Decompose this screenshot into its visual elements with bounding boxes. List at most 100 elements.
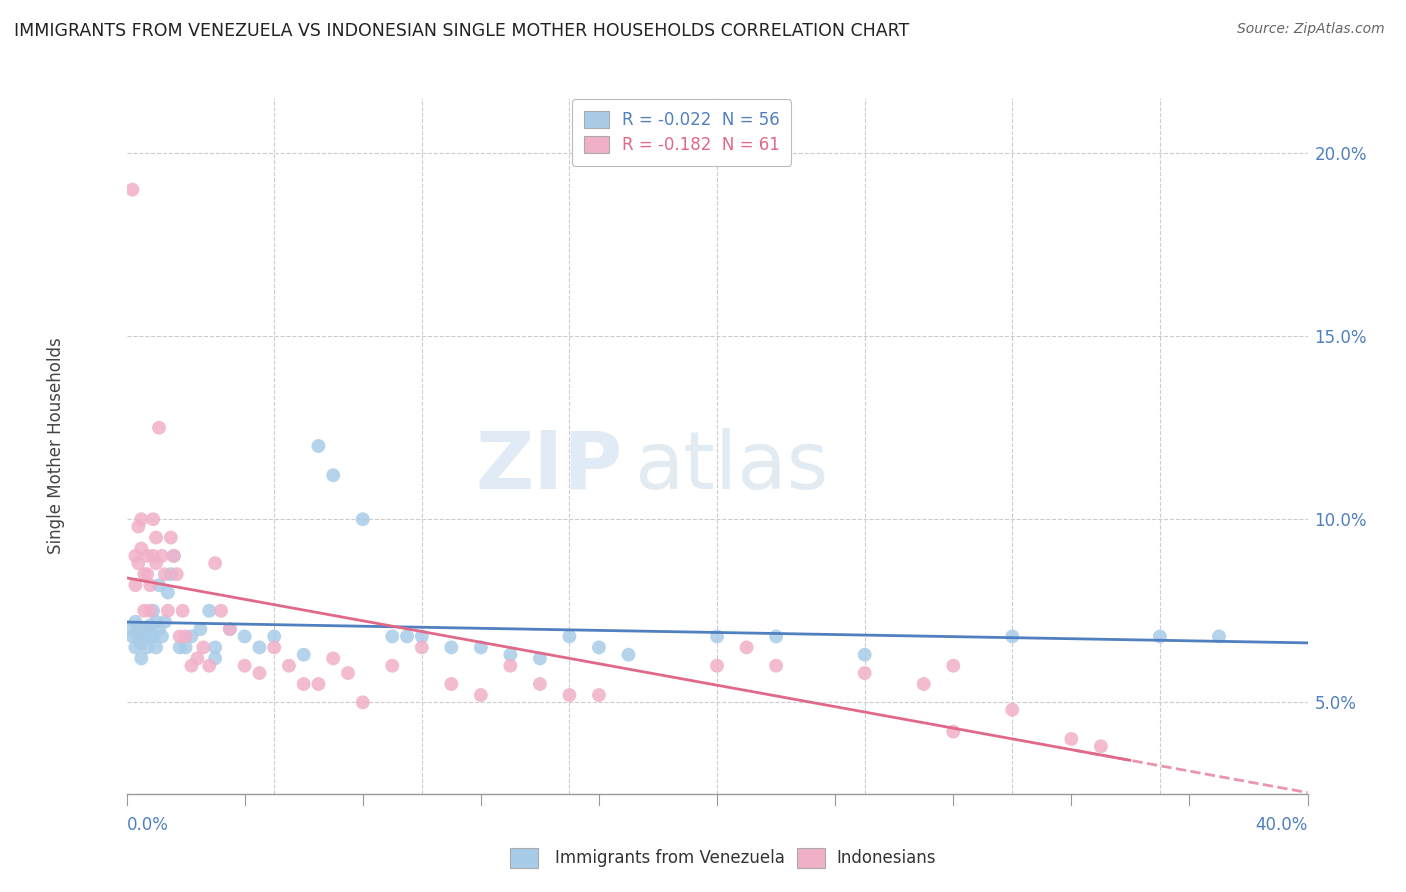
Point — [148, 578, 170, 592]
Point — [163, 549, 186, 563]
Text: Indonesians: Indonesians — [837, 849, 936, 867]
Point — [219, 622, 242, 636]
Point — [148, 420, 170, 434]
Point — [142, 629, 165, 643]
Point — [159, 531, 183, 545]
Point — [209, 604, 232, 618]
Point — [134, 567, 156, 582]
Point — [219, 622, 242, 636]
Point — [1208, 629, 1230, 643]
Point — [558, 688, 581, 702]
Point — [706, 629, 728, 643]
Point — [499, 648, 522, 662]
Text: ZIP: ZIP — [475, 428, 623, 506]
Point — [121, 629, 143, 643]
Point — [169, 640, 191, 655]
Point — [127, 519, 149, 533]
Point — [440, 640, 463, 655]
Point — [198, 658, 221, 673]
Point — [853, 648, 876, 662]
Point — [153, 567, 176, 582]
Point — [127, 556, 149, 570]
Point — [156, 585, 179, 599]
Point — [124, 549, 146, 563]
Point — [198, 604, 221, 618]
Point — [180, 629, 202, 643]
Point — [529, 677, 551, 691]
Point — [129, 637, 153, 651]
Point — [150, 629, 173, 643]
Point — [1090, 739, 1112, 754]
Point — [617, 648, 640, 662]
Point — [127, 622, 149, 636]
Point — [124, 640, 146, 655]
Point — [174, 629, 197, 643]
Point — [588, 640, 610, 655]
Point — [136, 640, 159, 655]
Point — [193, 640, 215, 655]
Point — [204, 640, 226, 655]
Point — [352, 695, 374, 709]
Point — [136, 622, 159, 636]
Point — [558, 629, 581, 643]
Point — [470, 688, 492, 702]
Point — [1060, 731, 1083, 746]
Point — [381, 629, 404, 643]
Text: 40.0%: 40.0% — [1256, 816, 1308, 834]
Point — [247, 640, 270, 655]
Point — [136, 567, 159, 582]
Point — [942, 724, 965, 739]
Point — [352, 512, 374, 526]
Point — [148, 622, 170, 636]
Point — [142, 604, 165, 618]
Point — [163, 549, 186, 563]
Point — [134, 604, 156, 618]
Point — [139, 629, 162, 643]
Point — [588, 688, 610, 702]
Point — [292, 677, 315, 691]
Point — [180, 658, 202, 673]
Point — [124, 578, 146, 592]
Text: atlas: atlas — [634, 428, 828, 506]
Point — [322, 468, 344, 483]
Point — [127, 629, 149, 643]
Point — [129, 512, 153, 526]
Text: Immigrants from Venezuela: Immigrants from Venezuela — [555, 849, 785, 867]
Point — [233, 629, 256, 643]
Point — [156, 604, 179, 618]
Point — [292, 648, 315, 662]
Point — [1149, 629, 1171, 643]
Point — [942, 658, 965, 673]
Point — [263, 640, 285, 655]
Point — [706, 658, 728, 673]
Point — [322, 651, 344, 665]
Point — [142, 549, 165, 563]
Point — [411, 629, 433, 643]
Point — [470, 640, 492, 655]
Point — [129, 541, 153, 556]
Point — [186, 651, 208, 665]
Point — [124, 615, 146, 629]
Legend: R = -0.022  N = 56, R = -0.182  N = 61: R = -0.022 N = 56, R = -0.182 N = 61 — [572, 100, 792, 166]
Point — [307, 677, 329, 691]
Point — [912, 677, 935, 691]
Point — [735, 640, 758, 655]
Point — [188, 622, 211, 636]
Point — [139, 604, 162, 618]
Point — [765, 658, 787, 673]
Point — [233, 658, 256, 673]
Point — [145, 615, 167, 629]
Point — [139, 618, 162, 632]
Point — [153, 615, 176, 629]
Point — [172, 604, 194, 618]
Point — [307, 439, 329, 453]
Point — [118, 622, 141, 636]
Point — [159, 567, 183, 582]
Point — [1001, 703, 1024, 717]
Point — [121, 183, 143, 197]
Point — [169, 629, 191, 643]
Point — [204, 651, 226, 665]
Point — [247, 666, 270, 681]
Point — [174, 640, 197, 655]
Point — [337, 666, 360, 681]
